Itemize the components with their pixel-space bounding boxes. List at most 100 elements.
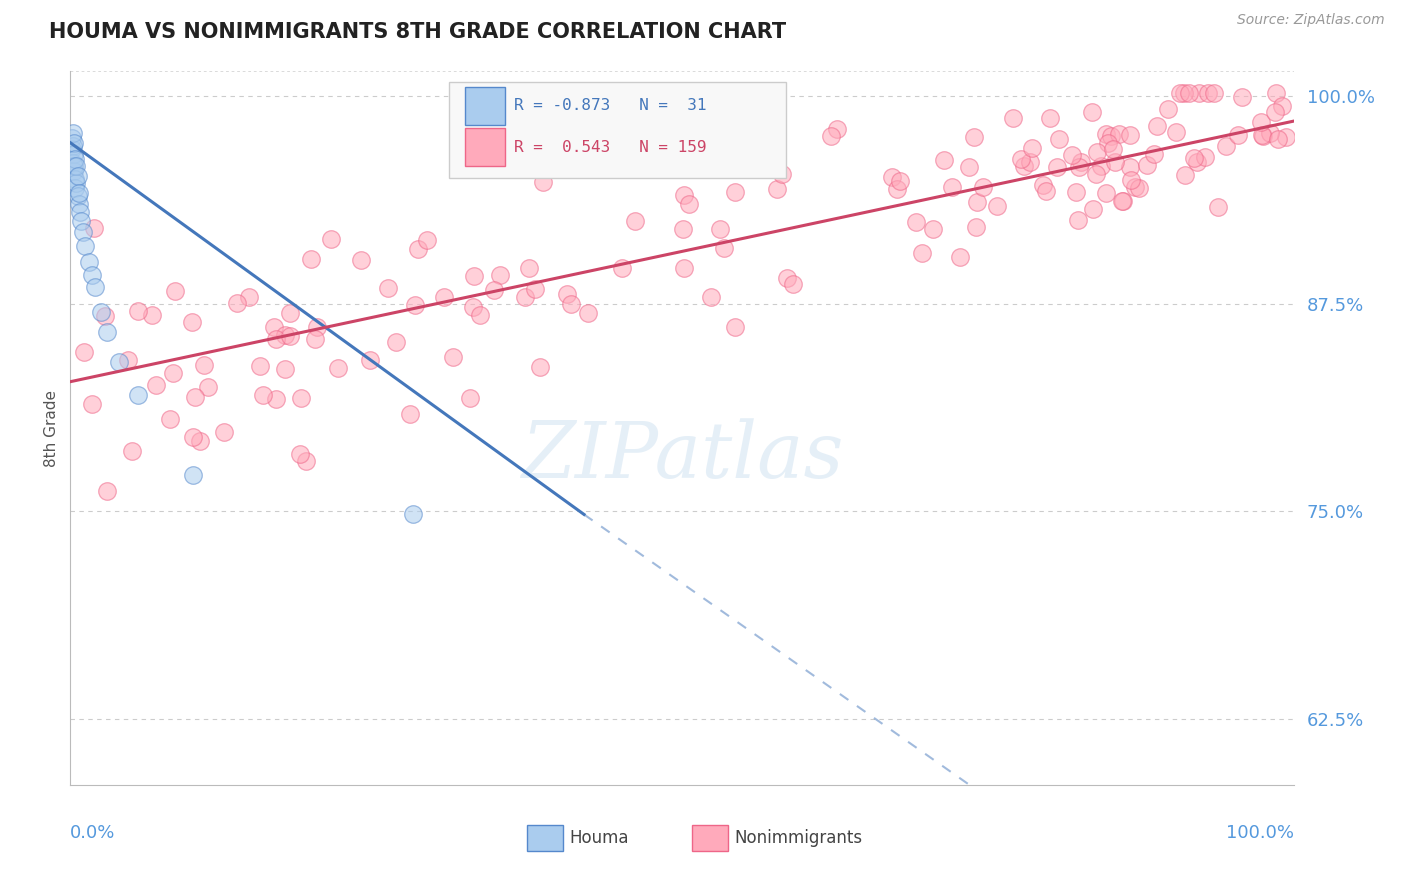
Point bbox=[1265, 86, 1288, 100]
Point bbox=[1047, 132, 1070, 146]
Point bbox=[513, 290, 536, 304]
Point bbox=[63, 180, 86, 194]
Y-axis label: 8th Grade: 8th Grade bbox=[44, 390, 59, 467]
Point bbox=[560, 297, 582, 311]
Point bbox=[212, 425, 235, 440]
Point bbox=[63, 172, 86, 186]
Point bbox=[700, 290, 723, 304]
Point bbox=[1136, 158, 1159, 172]
Point bbox=[578, 306, 600, 320]
Point bbox=[1178, 86, 1201, 100]
Point bbox=[827, 122, 849, 136]
Point bbox=[461, 300, 484, 314]
Point bbox=[121, 443, 143, 458]
Point bbox=[1204, 86, 1226, 100]
Point bbox=[1001, 112, 1024, 126]
Point bbox=[197, 380, 219, 394]
Point bbox=[80, 397, 103, 411]
Point bbox=[402, 508, 425, 522]
Point bbox=[416, 233, 439, 247]
Point bbox=[673, 260, 696, 275]
Point bbox=[1187, 155, 1209, 169]
Point bbox=[60, 142, 83, 156]
Point bbox=[1264, 104, 1286, 119]
Point bbox=[965, 220, 987, 235]
Point bbox=[1215, 138, 1237, 153]
Point bbox=[288, 447, 311, 461]
Point bbox=[678, 196, 700, 211]
Point bbox=[941, 180, 963, 194]
Point bbox=[782, 277, 804, 292]
Point bbox=[1081, 104, 1104, 119]
Point bbox=[709, 222, 731, 236]
Point bbox=[73, 238, 96, 252]
Point bbox=[1066, 185, 1088, 199]
Point bbox=[1182, 151, 1205, 165]
Point bbox=[252, 388, 274, 402]
Point bbox=[1230, 90, 1253, 104]
Point bbox=[63, 164, 86, 178]
Point bbox=[1174, 168, 1197, 182]
Point bbox=[77, 255, 100, 269]
Point bbox=[633, 122, 655, 136]
Point bbox=[70, 213, 93, 227]
Point bbox=[482, 284, 505, 298]
Text: 100.0%: 100.0% bbox=[1226, 824, 1294, 842]
Point bbox=[264, 332, 287, 346]
Point bbox=[1081, 202, 1104, 216]
Point bbox=[948, 250, 970, 264]
Point bbox=[623, 214, 645, 228]
Point bbox=[1227, 128, 1250, 142]
Point bbox=[72, 225, 94, 239]
Point bbox=[1188, 86, 1211, 100]
Text: ZIPatlas: ZIPatlas bbox=[520, 418, 844, 495]
FancyBboxPatch shape bbox=[465, 128, 505, 166]
Point bbox=[117, 353, 139, 368]
Point bbox=[1251, 128, 1274, 143]
Point bbox=[359, 353, 381, 368]
Point bbox=[273, 328, 295, 343]
Point bbox=[772, 168, 794, 182]
Point bbox=[249, 359, 271, 373]
Point bbox=[1157, 102, 1180, 116]
Point bbox=[1101, 142, 1123, 156]
Point bbox=[1097, 136, 1119, 150]
Point bbox=[83, 220, 105, 235]
Point bbox=[1173, 86, 1195, 100]
Text: 0.0%: 0.0% bbox=[70, 824, 115, 842]
Point bbox=[671, 222, 693, 236]
Point bbox=[1119, 160, 1142, 174]
Point bbox=[880, 170, 903, 185]
Point bbox=[463, 269, 485, 284]
Point bbox=[290, 392, 312, 406]
Point bbox=[1194, 150, 1216, 164]
Point bbox=[1119, 128, 1142, 143]
Point bbox=[1270, 99, 1292, 113]
Point bbox=[385, 334, 408, 349]
Point bbox=[181, 429, 204, 443]
FancyBboxPatch shape bbox=[465, 87, 505, 125]
Point bbox=[555, 286, 578, 301]
Point bbox=[1146, 120, 1168, 134]
Point bbox=[266, 392, 288, 407]
Point bbox=[65, 159, 87, 173]
Point bbox=[83, 280, 105, 294]
Point bbox=[1067, 212, 1090, 227]
Point bbox=[66, 169, 89, 183]
Point bbox=[610, 261, 633, 276]
Point bbox=[73, 344, 96, 359]
Point bbox=[127, 304, 149, 318]
Point bbox=[299, 252, 322, 266]
Point bbox=[1104, 155, 1126, 169]
Point bbox=[96, 325, 118, 339]
Point bbox=[63, 136, 86, 150]
Point bbox=[1060, 147, 1083, 161]
Point bbox=[62, 126, 84, 140]
Point bbox=[67, 186, 90, 200]
Point bbox=[889, 174, 911, 188]
Point bbox=[1275, 129, 1298, 144]
Point bbox=[90, 305, 112, 319]
Point bbox=[820, 128, 842, 143]
Point bbox=[1010, 152, 1032, 166]
Text: Nonimmigrants: Nonimmigrants bbox=[734, 829, 863, 847]
